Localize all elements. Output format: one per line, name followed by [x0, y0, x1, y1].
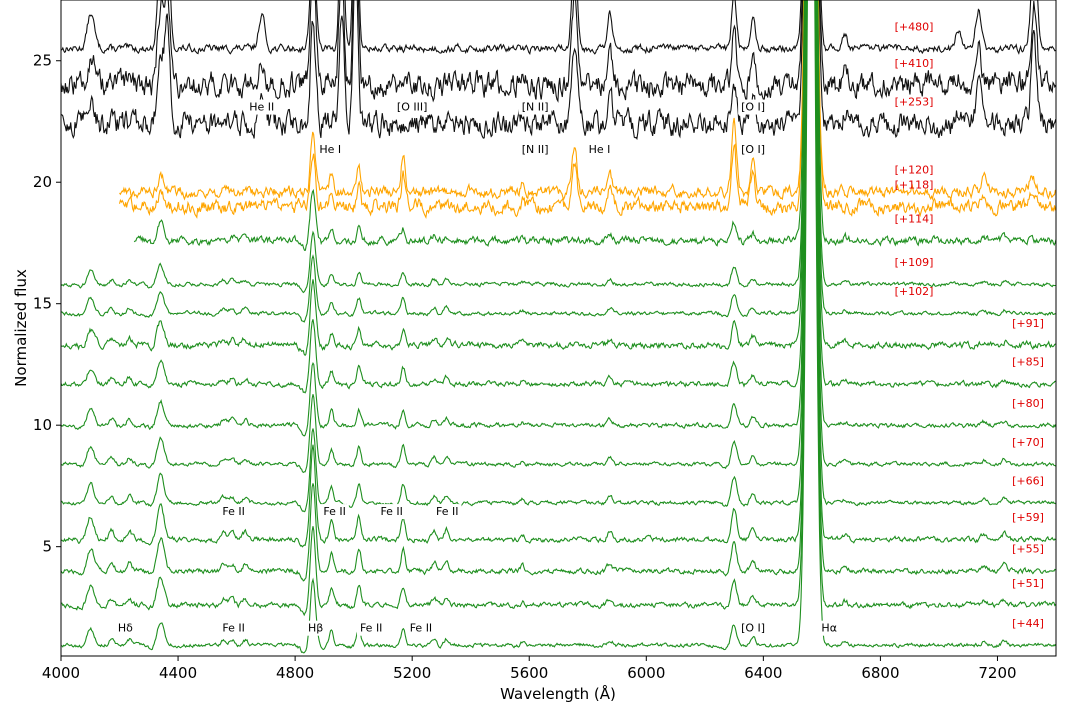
epoch-label: [+55] — [1012, 543, 1044, 556]
line-annotation: Fe II — [380, 505, 402, 518]
epoch-label: [+85] — [1012, 356, 1044, 369]
line-annotation: He II — [249, 101, 274, 114]
spectrum-line-8 — [61, 0, 1056, 323]
y-tick-label: 10 — [33, 416, 52, 434]
epoch-label: [+44] — [1012, 617, 1044, 630]
annotation-background — [433, 504, 462, 520]
x-tick-label: 5600 — [510, 664, 548, 682]
epoch-label: [+109] — [895, 256, 934, 269]
spectrum-line-13 — [61, 0, 1056, 513]
x-tick-label: 4800 — [276, 664, 314, 682]
series-layer — [61, 0, 1056, 654]
spectrum-line-7 — [61, 0, 1056, 294]
spectrum-line-2 — [61, 0, 1056, 103]
annotation-background — [304, 620, 327, 636]
annotation-background — [219, 620, 248, 636]
epoch-label: [+114] — [895, 212, 934, 225]
epoch-label: [+118] — [895, 178, 934, 191]
epoch-label: [+80] — [1012, 397, 1044, 410]
epoch-label: [+410] — [895, 57, 934, 70]
spectrum-line-15 — [61, 0, 1056, 582]
annotation-background — [406, 620, 436, 636]
annotation-background — [114, 620, 137, 636]
spectrum-line-11 — [61, 0, 1056, 437]
epoch-label: [+253] — [895, 96, 934, 109]
x-tick-label: 6400 — [744, 664, 782, 682]
line-annotation: Fe II — [222, 622, 244, 635]
spectrum-line-10 — [61, 0, 1056, 394]
epoch-label: [+51] — [1012, 577, 1044, 590]
x-axis: 4000 4400 4800 5200 5600 6000 6400 6800 7200 — [42, 656, 1017, 682]
annotation-background — [246, 99, 278, 115]
y-tick-label: 25 — [33, 52, 52, 70]
spectrum-line-6 — [133, 0, 1056, 251]
y-tick-label: 20 — [33, 173, 52, 191]
x-axis-title: Wavelength (Å) — [500, 684, 616, 703]
spectrum-line-14 — [61, 0, 1056, 548]
line-annotation: [O I] — [741, 622, 765, 635]
line-annotation: Fe II — [323, 505, 345, 518]
annotation-background — [518, 99, 552, 115]
line-annotation: [O I] — [741, 143, 765, 156]
line-annotation: He I — [589, 143, 611, 156]
annotation-background — [818, 620, 840, 636]
annotation-background — [377, 504, 406, 520]
line-annotation: [N II] — [522, 101, 549, 114]
annotation-layer: He II [O III] [N II] [O I] He I [N II] He I [O … — [114, 99, 840, 636]
spectrum-line-3 — [61, 0, 1056, 141]
epoch-label: [+102] — [895, 285, 934, 298]
spectrum-line-12 — [61, 0, 1056, 474]
epoch-label: [+480] — [895, 20, 934, 33]
x-tick-label: 6000 — [627, 664, 665, 682]
line-annotation: [O III] — [397, 101, 427, 114]
epoch-label: [+70] — [1012, 436, 1044, 449]
spectrum-line-4 — [119, 0, 1056, 201]
x-tick-label: 5200 — [393, 664, 431, 682]
annotation-background — [316, 142, 345, 158]
annotation-background — [738, 99, 769, 115]
y-tick-label: 5 — [42, 538, 52, 556]
x-tick-label: 6800 — [861, 664, 899, 682]
annotation-background — [738, 142, 769, 158]
x-tick-label: 4400 — [159, 664, 197, 682]
epoch-label: [+59] — [1012, 511, 1044, 524]
spectrum-line-5 — [118, 0, 1056, 220]
epoch-label: [+66] — [1012, 475, 1044, 488]
y-axis-title: Normalized flux — [12, 269, 30, 387]
epoch-label-layer: [+480] [+410] [+253] [+120][+118] [+114] [+10… — [895, 20, 1044, 629]
annotation-background — [356, 620, 386, 636]
line-annotation: Hα — [821, 622, 837, 635]
line-annotation: Fe II — [410, 622, 432, 635]
spectrum-line-9 — [61, 0, 1056, 357]
y-axis: 5 10 15 20 25 — [33, 52, 61, 556]
annotation-background — [320, 504, 349, 520]
plot-frame — [60, 0, 1057, 657]
annotation-background — [738, 620, 769, 636]
y-tick-label: 15 — [33, 295, 52, 313]
annotation-background — [393, 99, 431, 115]
line-annotation: Fe II — [360, 622, 382, 635]
annotation-background — [219, 504, 248, 520]
annotation-background — [585, 142, 614, 158]
x-tick-label: 7200 — [978, 664, 1016, 682]
x-tick-label: 4000 — [42, 664, 80, 682]
line-annotation: Hδ — [118, 622, 133, 635]
spectrum-line-1 — [61, 0, 1056, 56]
line-annotation: Fe II — [222, 505, 244, 518]
spectrum-line-16 — [61, 0, 1056, 617]
line-annotation: Fe II — [436, 505, 458, 518]
line-annotation: Hβ — [308, 622, 323, 635]
epoch-label: [+120] — [895, 164, 934, 177]
line-annotation: He I — [319, 143, 341, 156]
line-annotation: [N II] — [522, 143, 549, 156]
spectrum-line-17 — [61, 0, 1056, 654]
epoch-label: [+91] — [1012, 317, 1044, 330]
line-annotation: [O I] — [741, 101, 765, 114]
annotation-background — [518, 142, 552, 158]
